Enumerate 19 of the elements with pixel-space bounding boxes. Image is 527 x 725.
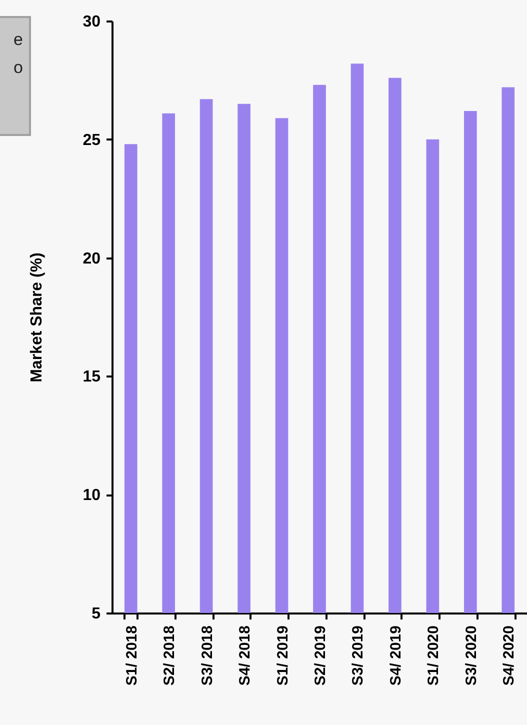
y-tick-label: 20 bbox=[82, 250, 101, 268]
note-box: e o bbox=[0, 16, 31, 136]
y-tick-label: 15 bbox=[82, 368, 101, 386]
x-tick-label: S2/ 2019 bbox=[312, 626, 329, 686]
x-tick-label: S3/ 2020 bbox=[462, 626, 480, 686]
x-tick-label: S1/ 2018 bbox=[123, 626, 140, 686]
x-tick-label: S2/ 2018 bbox=[161, 626, 178, 686]
x-tick-label: S3/ 2018 bbox=[198, 626, 216, 686]
x-tick-label: S4/ 2018 bbox=[236, 626, 254, 686]
y-tick-label: 10 bbox=[82, 487, 101, 504]
x-tick-label: S3/ 2019 bbox=[350, 626, 367, 686]
y-axis-title: Market Share (%) bbox=[28, 252, 46, 382]
y-tick-label: 25 bbox=[82, 132, 101, 149]
y-tick-label: 5 bbox=[92, 606, 101, 622]
y-tick-label: 30 bbox=[82, 14, 101, 30]
x-tick-label: S4/ 2019 bbox=[387, 626, 404, 686]
x-tick-label: S1/ 2019 bbox=[274, 626, 292, 686]
x-tick-label: S1/ 2020 bbox=[425, 626, 442, 686]
x-tick-label: S4/ 2020 bbox=[500, 626, 518, 686]
